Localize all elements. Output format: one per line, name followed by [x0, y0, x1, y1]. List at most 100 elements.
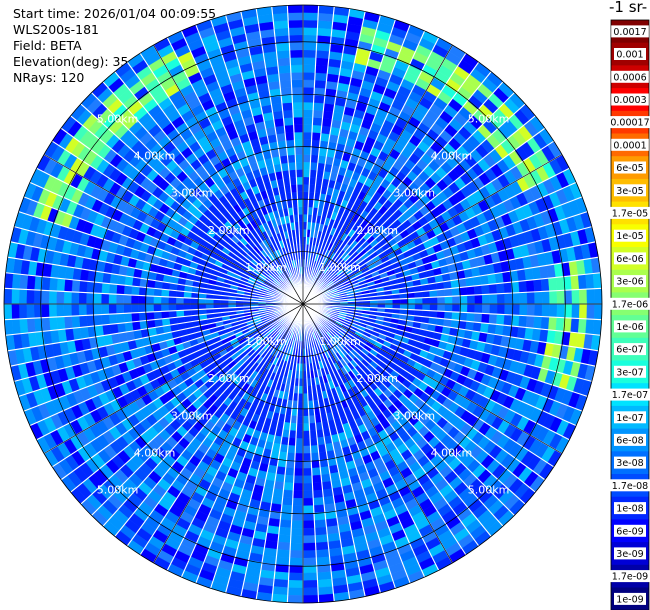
ppi-gate	[316, 556, 331, 566]
ppi-gate	[302, 146, 312, 155]
ppi-gate	[93, 281, 103, 294]
ppi-gate	[302, 490, 314, 499]
ppi-gate	[593, 303, 603, 320]
ppi-gate	[71, 303, 80, 317]
ray-separator	[302, 303, 411, 584]
ppi-gate	[519, 292, 528, 305]
ppi-gate	[317, 20, 333, 30]
ppi-gate	[481, 294, 491, 305]
ppi-gate	[291, 79, 304, 88]
ray-separator	[302, 303, 555, 468]
ppi-gate	[473, 312, 483, 323]
ppi-gate	[302, 161, 311, 170]
ppi-gate	[175, 297, 184, 305]
ppi-gate	[525, 315, 535, 329]
ppi-gate	[123, 294, 132, 305]
ray-separator	[5, 303, 304, 336]
ppi-gate	[489, 293, 498, 305]
ray-separator	[195, 303, 304, 584]
ppi-gate	[26, 274, 36, 291]
ppi-gate	[295, 445, 304, 454]
ray-separator	[302, 303, 596, 367]
ppi-gate	[302, 131, 313, 140]
azimuth-spoke	[153, 44, 453, 564]
ppi-gate	[272, 488, 284, 498]
ppi-gate	[293, 116, 304, 126]
ray-separator	[302, 303, 381, 593]
ppi-gate	[570, 317, 580, 334]
ray-separator	[302, 303, 599, 352]
ppi-gate	[310, 147, 320, 156]
ray-separator	[166, 303, 304, 571]
ppi-gate	[549, 303, 558, 318]
ppi-gate	[86, 292, 95, 305]
ray-separator	[114, 303, 304, 537]
ppi-gate	[123, 303, 132, 314]
ppi-gate	[302, 124, 313, 133]
ppi-gate	[280, 94, 293, 104]
ray-separator	[302, 303, 515, 516]
ppi-gate	[302, 580, 319, 589]
ppi-gate	[586, 303, 595, 320]
ppi-gate	[78, 303, 87, 316]
ppi-gate	[315, 541, 329, 551]
ppi-gate	[302, 542, 317, 551]
ppi-gate	[315, 57, 329, 67]
ppi-gate	[302, 19, 319, 28]
ppi-gate	[290, 72, 304, 81]
ppi-gate	[316, 42, 331, 52]
nrays-label: NRays: 120	[13, 70, 85, 85]
ppi-gate	[310, 445, 319, 454]
ppi-gate	[78, 315, 88, 328]
ppi-gate	[273, 117, 285, 127]
ppi-gate	[302, 505, 315, 514]
ppi-gate	[56, 303, 65, 318]
ray-separator	[70, 115, 304, 305]
ppi-gate	[291, 512, 304, 521]
ray-separator	[60, 303, 304, 481]
ppi-gate	[183, 297, 192, 305]
colorbar-label-bg	[611, 70, 649, 83]
ppi-gate	[315, 50, 330, 59]
ppi-gate	[321, 117, 333, 127]
ppi-gate	[108, 283, 118, 295]
ppi-gate	[289, 557, 304, 566]
ppi-gate	[295, 438, 304, 447]
ppi-gate	[302, 438, 311, 447]
ray-separator	[302, 303, 583, 412]
ppi-gate	[289, 550, 304, 559]
ray-separator	[29, 181, 304, 305]
ppi-gate	[115, 303, 125, 314]
ppi-gate	[296, 184, 304, 193]
ppi-gate	[63, 278, 73, 293]
ppi-gate	[291, 520, 304, 529]
ray-separator	[302, 303, 536, 493]
ppi-gate	[414, 303, 423, 311]
ppi-gate	[496, 293, 505, 305]
ray-separator	[23, 303, 304, 412]
ppi-gate	[302, 42, 317, 51]
ppi-gate	[292, 109, 304, 118]
ppi-gate	[3, 303, 13, 320]
ray-separator	[302, 37, 440, 305]
ppi-gate	[466, 312, 475, 323]
ray-separator	[302, 303, 335, 602]
ppi-gate	[302, 72, 316, 81]
ray-separator	[302, 241, 596, 305]
start-time-label: Start time: 2026/01/04 00:09:55	[13, 6, 217, 21]
colorbar-label-bg	[608, 116, 650, 129]
ppi-gate	[11, 303, 20, 320]
colorbar-label-bg	[614, 48, 646, 60]
ppi-gate	[496, 314, 505, 326]
ppi-gate	[302, 550, 317, 559]
ppi-gate	[302, 415, 310, 424]
ray-separator	[51, 303, 304, 468]
ppi-gate	[322, 110, 334, 120]
ppi-gate	[302, 176, 310, 185]
ppi-gate	[302, 594, 319, 604]
ppi-gate	[48, 303, 57, 318]
ppi-gate	[278, 526, 292, 536]
ppi-gate	[310, 154, 319, 163]
ppi-gate	[302, 572, 318, 581]
ppi-gate	[466, 285, 475, 296]
